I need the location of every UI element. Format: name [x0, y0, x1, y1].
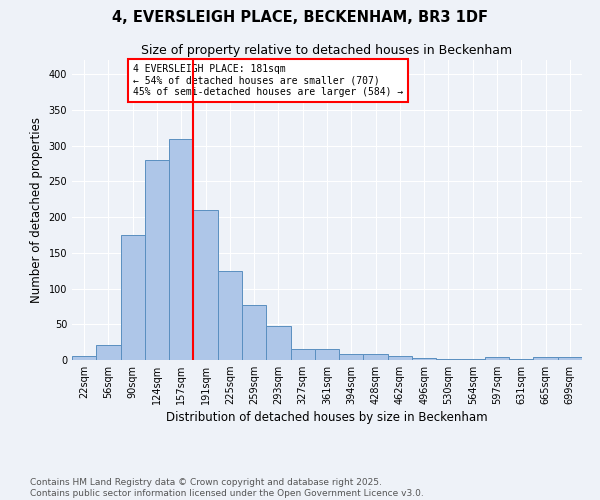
Bar — [533, 357, 558, 360]
Bar — [485, 357, 509, 360]
Title: Size of property relative to detached houses in Beckenham: Size of property relative to detached ho… — [142, 44, 512, 58]
Bar — [193, 210, 218, 360]
Bar — [388, 356, 412, 360]
Bar — [242, 305, 266, 360]
Bar — [218, 270, 242, 360]
Bar — [364, 354, 388, 360]
Bar — [339, 354, 364, 360]
X-axis label: Distribution of detached houses by size in Beckenham: Distribution of detached houses by size … — [166, 412, 488, 424]
Bar — [290, 350, 315, 360]
Bar — [169, 138, 193, 360]
Bar — [436, 358, 461, 360]
Text: Contains HM Land Registry data © Crown copyright and database right 2025.
Contai: Contains HM Land Registry data © Crown c… — [30, 478, 424, 498]
Bar — [315, 350, 339, 360]
Bar — [266, 326, 290, 360]
Bar — [145, 160, 169, 360]
Bar — [412, 358, 436, 360]
Text: 4 EVERSLEIGH PLACE: 181sqm
← 54% of detached houses are smaller (707)
45% of sem: 4 EVERSLEIGH PLACE: 181sqm ← 54% of deta… — [133, 64, 403, 97]
Bar — [558, 357, 582, 360]
Bar — [72, 356, 96, 360]
Text: 4, EVERSLEIGH PLACE, BECKENHAM, BR3 1DF: 4, EVERSLEIGH PLACE, BECKENHAM, BR3 1DF — [112, 10, 488, 25]
Y-axis label: Number of detached properties: Number of detached properties — [30, 117, 43, 303]
Bar — [96, 345, 121, 360]
Bar — [121, 235, 145, 360]
